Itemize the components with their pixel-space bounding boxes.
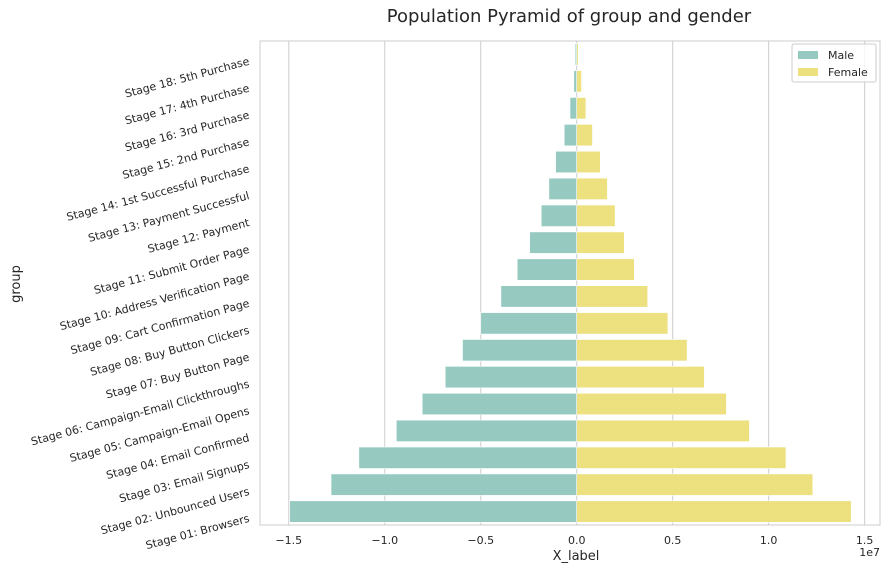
bar-female-14: [576, 392, 727, 416]
bar-female-6: [576, 177, 608, 200]
bar-male-8: [529, 231, 578, 254]
bar-male-4: [563, 124, 578, 147]
bars: [289, 43, 852, 523]
x-tick-label: 0.5: [664, 534, 682, 547]
bar-female-16: [576, 446, 787, 469]
bar-male-15: [395, 419, 578, 442]
x-tick-label: −0.5: [467, 534, 494, 547]
bar-female-17: [576, 473, 814, 496]
y-axis-label: group: [9, 265, 24, 303]
bar-male-13: [444, 366, 578, 389]
bar-female-15: [576, 419, 750, 442]
bar-female-4: [576, 124, 593, 147]
legend-label-female: Female: [828, 66, 868, 79]
bar-male-3: [569, 97, 578, 120]
bar-male-6: [548, 177, 578, 200]
bar-male-12: [462, 339, 578, 362]
bar-female-3: [576, 97, 587, 120]
bar-male-11: [480, 312, 578, 335]
bar-male-7: [540, 204, 578, 227]
bar-female-13: [576, 366, 705, 389]
bar-female-18: [576, 500, 852, 523]
x-tick-label: 0.0: [568, 534, 586, 547]
bar-female-11: [576, 312, 669, 335]
bar-male-5: [555, 150, 578, 174]
bar-female-12: [576, 339, 688, 362]
x-axis-label: X_label: [553, 549, 600, 564]
x-tick-label: 1.5: [856, 534, 874, 547]
legend-swatch-male: [798, 51, 818, 59]
x-tick-label: −1.5: [275, 534, 302, 547]
bar-male-16: [358, 446, 578, 469]
chart-title: Population Pyramid of group and gender: [387, 6, 752, 27]
x-axis-offset-text: 1e7: [859, 546, 880, 559]
bar-female-8: [576, 231, 625, 254]
legend: Male Female: [791, 43, 877, 83]
bar-female-2: [576, 70, 582, 93]
legend-swatch-female: [798, 68, 818, 76]
bar-male-17: [330, 473, 578, 496]
bar-female-7: [576, 204, 616, 227]
plot-frame: [259, 40, 881, 526]
bar-male-10: [500, 285, 578, 308]
bar-female-10: [576, 285, 649, 308]
bar-male-2: [573, 70, 578, 93]
bar-male-9: [516, 258, 578, 281]
bar-female-5: [576, 150, 601, 174]
x-tick-label: 1.0: [760, 534, 778, 547]
gridlines: [288, 41, 866, 525]
bar-female-1: [576, 43, 579, 66]
bar-female-9: [576, 258, 635, 281]
bar-male-18: [289, 500, 578, 523]
bar-male-14: [421, 392, 578, 416]
legend-label-male: Male: [828, 49, 854, 62]
x-tick-label: −1.0: [371, 534, 398, 547]
